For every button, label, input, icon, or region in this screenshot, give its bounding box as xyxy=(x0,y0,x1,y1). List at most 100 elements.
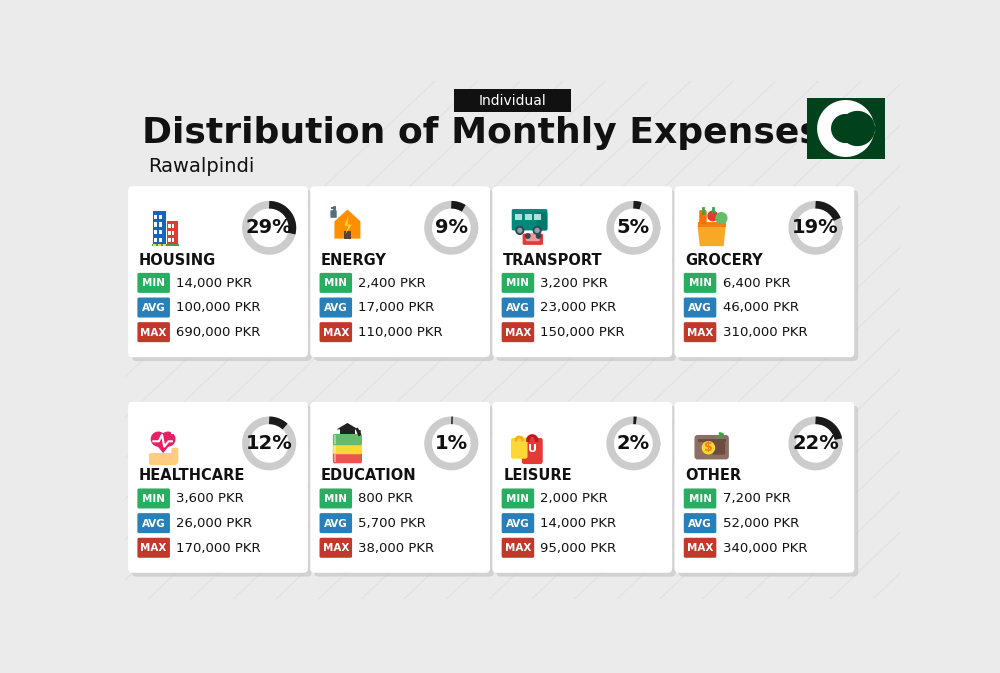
FancyBboxPatch shape xyxy=(537,212,547,230)
FancyBboxPatch shape xyxy=(153,211,166,245)
Text: AVG: AVG xyxy=(688,303,712,313)
Text: MIN: MIN xyxy=(689,494,712,504)
FancyBboxPatch shape xyxy=(674,402,854,573)
Text: Individual: Individual xyxy=(479,94,546,108)
Text: 17,000 PKR: 17,000 PKR xyxy=(358,302,435,314)
Polygon shape xyxy=(840,112,874,145)
Text: 3,200 PKR: 3,200 PKR xyxy=(540,277,608,290)
FancyBboxPatch shape xyxy=(333,452,362,463)
FancyBboxPatch shape xyxy=(699,210,707,224)
FancyBboxPatch shape xyxy=(684,297,716,318)
FancyBboxPatch shape xyxy=(674,186,854,357)
FancyBboxPatch shape xyxy=(678,406,858,577)
FancyBboxPatch shape xyxy=(168,224,171,228)
Circle shape xyxy=(516,227,524,234)
Text: Distribution of Monthly Expenses: Distribution of Monthly Expenses xyxy=(142,116,821,150)
Text: 95,000 PKR: 95,000 PKR xyxy=(540,542,617,555)
FancyBboxPatch shape xyxy=(132,406,312,577)
Polygon shape xyxy=(698,225,726,246)
Text: ★: ★ xyxy=(821,114,832,127)
FancyBboxPatch shape xyxy=(167,221,178,245)
Text: 7,200 PKR: 7,200 PKR xyxy=(723,493,790,505)
FancyBboxPatch shape xyxy=(333,434,362,445)
FancyBboxPatch shape xyxy=(502,322,534,342)
Text: MIN: MIN xyxy=(689,278,712,288)
Text: MAX: MAX xyxy=(687,328,713,338)
Text: AVG: AVG xyxy=(142,303,166,313)
FancyBboxPatch shape xyxy=(137,513,170,533)
FancyBboxPatch shape xyxy=(314,406,494,577)
FancyBboxPatch shape xyxy=(684,322,716,342)
Text: 690,000 PKR: 690,000 PKR xyxy=(176,326,261,339)
Circle shape xyxy=(536,234,541,238)
FancyBboxPatch shape xyxy=(525,214,532,220)
Text: 2,400 PKR: 2,400 PKR xyxy=(358,277,426,290)
FancyBboxPatch shape xyxy=(807,98,885,159)
FancyBboxPatch shape xyxy=(137,297,170,318)
Text: MAX: MAX xyxy=(323,328,349,338)
FancyBboxPatch shape xyxy=(340,429,355,433)
Text: MAX: MAX xyxy=(687,543,713,553)
Text: MAX: MAX xyxy=(140,543,167,553)
FancyBboxPatch shape xyxy=(158,244,161,246)
FancyBboxPatch shape xyxy=(502,489,534,509)
FancyBboxPatch shape xyxy=(511,438,528,459)
Text: 5,700 PKR: 5,700 PKR xyxy=(358,517,426,530)
FancyBboxPatch shape xyxy=(159,215,162,219)
FancyBboxPatch shape xyxy=(172,224,174,228)
FancyBboxPatch shape xyxy=(502,297,534,318)
FancyBboxPatch shape xyxy=(167,428,177,431)
FancyBboxPatch shape xyxy=(330,210,337,218)
Text: MAX: MAX xyxy=(505,328,531,338)
Text: TRANSPORT: TRANSPORT xyxy=(503,252,603,268)
FancyBboxPatch shape xyxy=(320,273,352,293)
FancyBboxPatch shape xyxy=(678,190,858,361)
Polygon shape xyxy=(337,423,358,429)
Text: 23,000 PKR: 23,000 PKR xyxy=(540,302,617,314)
Text: $: $ xyxy=(704,441,713,454)
FancyBboxPatch shape xyxy=(512,209,547,230)
Text: 46,000 PKR: 46,000 PKR xyxy=(723,302,799,314)
Text: LEISURE: LEISURE xyxy=(503,468,572,483)
FancyBboxPatch shape xyxy=(712,442,725,455)
FancyBboxPatch shape xyxy=(128,402,308,573)
FancyBboxPatch shape xyxy=(496,406,676,577)
Text: AVG: AVG xyxy=(688,518,712,528)
Text: AVG: AVG xyxy=(324,303,348,313)
FancyBboxPatch shape xyxy=(154,238,157,242)
Text: MIN: MIN xyxy=(506,278,529,288)
Text: 2,000 PKR: 2,000 PKR xyxy=(540,493,608,505)
FancyBboxPatch shape xyxy=(137,538,170,558)
Text: 29%: 29% xyxy=(246,218,292,238)
FancyBboxPatch shape xyxy=(137,322,170,342)
FancyBboxPatch shape xyxy=(684,513,716,533)
Text: 52,000 PKR: 52,000 PKR xyxy=(723,517,799,530)
Text: AVG: AVG xyxy=(142,518,166,528)
Circle shape xyxy=(526,234,530,238)
Text: 38,000 PKR: 38,000 PKR xyxy=(358,542,434,555)
FancyBboxPatch shape xyxy=(334,435,336,444)
FancyBboxPatch shape xyxy=(698,222,726,227)
Text: 170,000 PKR: 170,000 PKR xyxy=(176,542,261,555)
FancyBboxPatch shape xyxy=(149,453,177,465)
FancyBboxPatch shape xyxy=(154,230,157,234)
Text: OTHER: OTHER xyxy=(685,468,741,483)
Text: 5%: 5% xyxy=(617,218,650,238)
FancyBboxPatch shape xyxy=(334,444,336,453)
Polygon shape xyxy=(152,439,174,453)
Text: 26,000 PKR: 26,000 PKR xyxy=(176,517,252,530)
FancyBboxPatch shape xyxy=(310,402,490,573)
FancyBboxPatch shape xyxy=(333,443,362,454)
FancyBboxPatch shape xyxy=(132,190,312,361)
Circle shape xyxy=(708,211,718,221)
Text: 2%: 2% xyxy=(617,434,650,453)
Text: 340,000 PKR: 340,000 PKR xyxy=(723,542,807,555)
FancyBboxPatch shape xyxy=(171,425,174,433)
FancyBboxPatch shape xyxy=(172,231,174,235)
Circle shape xyxy=(161,432,175,446)
FancyBboxPatch shape xyxy=(320,297,352,318)
Circle shape xyxy=(716,213,727,223)
FancyBboxPatch shape xyxy=(168,238,171,242)
FancyBboxPatch shape xyxy=(684,538,716,558)
Text: Rawalpindi: Rawalpindi xyxy=(148,157,255,176)
